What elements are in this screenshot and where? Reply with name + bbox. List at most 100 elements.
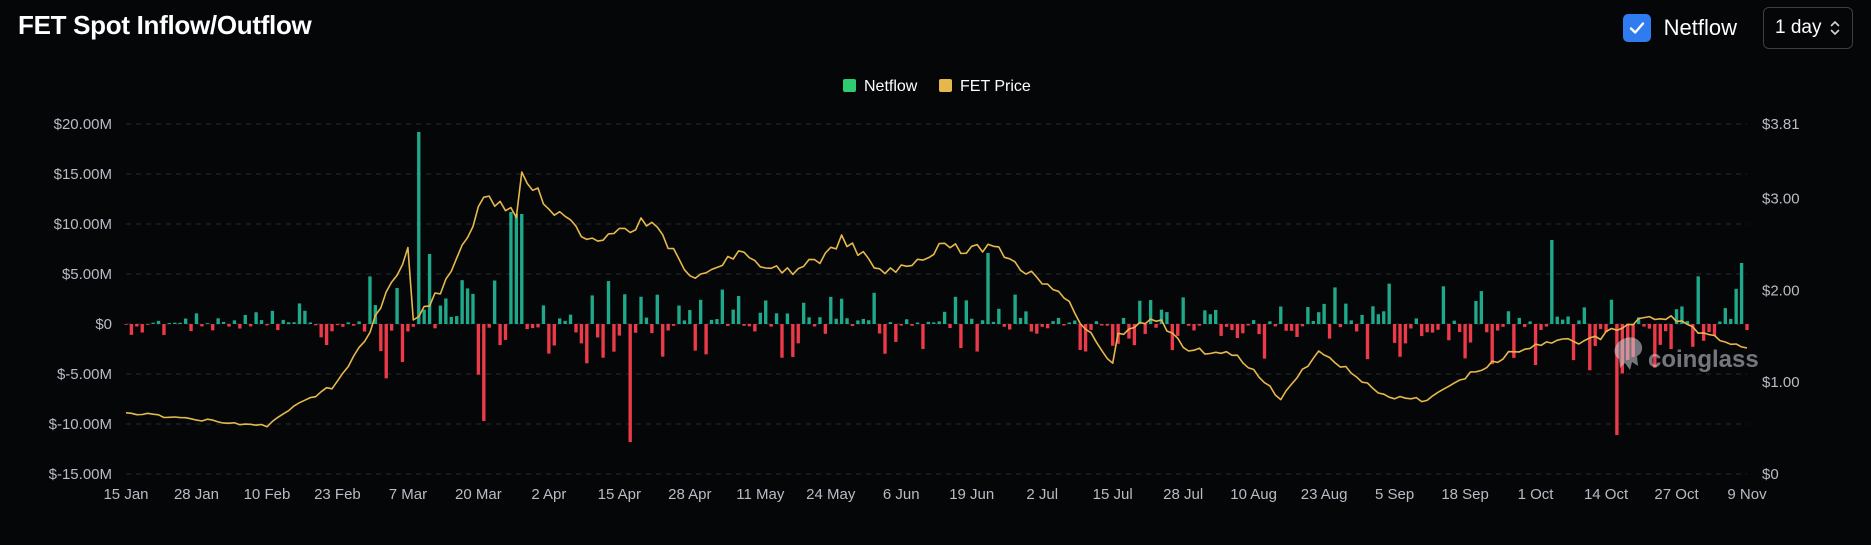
netflow-bar	[1289, 324, 1294, 331]
netflow-bar	[1598, 324, 1603, 329]
left-axis-tick: $5.00M	[62, 266, 112, 283]
netflow-bar	[839, 298, 844, 324]
netflow-bar	[487, 324, 491, 328]
netflow-bar	[1306, 307, 1310, 324]
netflow-bar	[715, 319, 719, 324]
x-axis-tick: 23 Feb	[314, 486, 361, 503]
netflow-bar	[482, 324, 486, 421]
netflow-bar	[606, 281, 611, 324]
netflow-bar	[1094, 321, 1099, 324]
netflow-bar	[829, 296, 833, 324]
netflow-bar	[1463, 324, 1467, 359]
netflow-bar	[1333, 287, 1337, 324]
netflow-bar	[178, 322, 182, 324]
netflow-bar	[720, 289, 725, 324]
netflow-bar	[1718, 321, 1722, 324]
netflow-bar	[1311, 321, 1315, 324]
right-axis-tick: $1.00	[1762, 374, 1800, 391]
netflow-bar	[742, 324, 746, 326]
netflow-bar	[558, 318, 562, 324]
x-axis-tick: 10 Feb	[244, 486, 291, 503]
netflow-bar	[303, 310, 307, 324]
netflow-bar	[357, 321, 361, 324]
netflow-bar	[1008, 324, 1012, 330]
netflow-bar	[948, 324, 952, 328]
x-axis-tick: 11 May	[736, 486, 785, 503]
netflow-bar	[704, 324, 708, 355]
netflow-bar	[585, 324, 589, 364]
netflow-bar	[1425, 324, 1429, 333]
watermark: coinglass	[1614, 337, 1759, 373]
netflow-bar	[905, 319, 909, 324]
netflow-bar	[980, 320, 985, 324]
netflow-bar	[1609, 299, 1614, 324]
netflow-bar	[1615, 324, 1619, 435]
netflow-bar	[1506, 311, 1511, 324]
netflow-bar	[850, 324, 855, 326]
netflow-bar	[1024, 311, 1028, 324]
netflow-bar	[498, 324, 502, 346]
netflow-bar	[1176, 324, 1180, 336]
netflow-bar	[1696, 276, 1700, 324]
netflow-bar	[1593, 324, 1597, 346]
netflow-bar	[818, 317, 822, 324]
netflow-bar	[736, 296, 741, 324]
x-axis-tick: 5 Sep	[1375, 486, 1414, 503]
netflow-bar	[970, 318, 974, 324]
netflow-bar	[1371, 306, 1375, 324]
netflow-bar	[1300, 324, 1305, 327]
netflow-bar	[791, 324, 795, 357]
netflow-bar	[1197, 324, 1202, 326]
netflow-bar	[314, 324, 318, 326]
netflow-bar	[964, 300, 968, 324]
netflow-bar	[1143, 324, 1147, 334]
netflow-bar	[1186, 324, 1191, 326]
netflow-bar	[574, 324, 578, 333]
netflow-bar	[1528, 321, 1532, 324]
netflow-bar	[1647, 324, 1652, 329]
netflow-bar	[1002, 324, 1006, 327]
netflow-bar	[612, 324, 616, 352]
netflow-bar	[1322, 303, 1326, 324]
chart-grid	[126, 123, 1747, 475]
netflow-bar	[986, 253, 990, 324]
netflow-bar	[1051, 321, 1055, 324]
netflow-checkbox-label[interactable]: Netflow	[1663, 15, 1737, 40]
left-axis-tick: $0	[95, 316, 112, 333]
x-axis-tick: 10 Aug	[1230, 486, 1277, 503]
x-axis-tick: 15 Jan	[103, 486, 148, 503]
left-axis-tick: $-15.00M	[49, 466, 112, 483]
netflow-bar	[953, 296, 958, 324]
netflow-bar	[1127, 324, 1131, 339]
interval-select[interactable]: 1 day	[1763, 7, 1853, 49]
netflow-bar	[693, 324, 697, 351]
netflow-bar	[1447, 324, 1451, 341]
netflow-bar	[867, 320, 871, 324]
netflow-bar	[547, 324, 551, 354]
legend-label: Netflow	[864, 78, 918, 95]
left-axis-tick: $-5.00M	[57, 366, 112, 383]
netflow-bar	[1712, 324, 1717, 336]
netflow-bar	[140, 324, 144, 333]
netflow-checkbox[interactable]	[1622, 14, 1651, 42]
netflow-bar	[823, 324, 828, 334]
netflow-bar	[1691, 324, 1695, 347]
netflow-bar	[183, 318, 188, 324]
netflow-bar	[243, 314, 247, 324]
netflow-bar	[1067, 322, 1071, 324]
coinglass-logo-icon	[1614, 337, 1643, 370]
netflow-bar	[780, 324, 784, 358]
netflow-bar	[1100, 324, 1104, 326]
netflow-bar	[834, 318, 838, 324]
netflow-bar	[1262, 324, 1267, 359]
netflow-bar	[991, 321, 996, 324]
netflow-bar	[389, 324, 394, 331]
netflow-bar	[146, 324, 150, 325]
netflow-bar	[595, 324, 600, 338]
netflow-bar	[666, 324, 670, 331]
netflow-bar	[1279, 306, 1283, 324]
netflow-bar	[590, 295, 594, 324]
netflow-bar	[1062, 324, 1066, 326]
netflow-bar	[286, 322, 291, 324]
